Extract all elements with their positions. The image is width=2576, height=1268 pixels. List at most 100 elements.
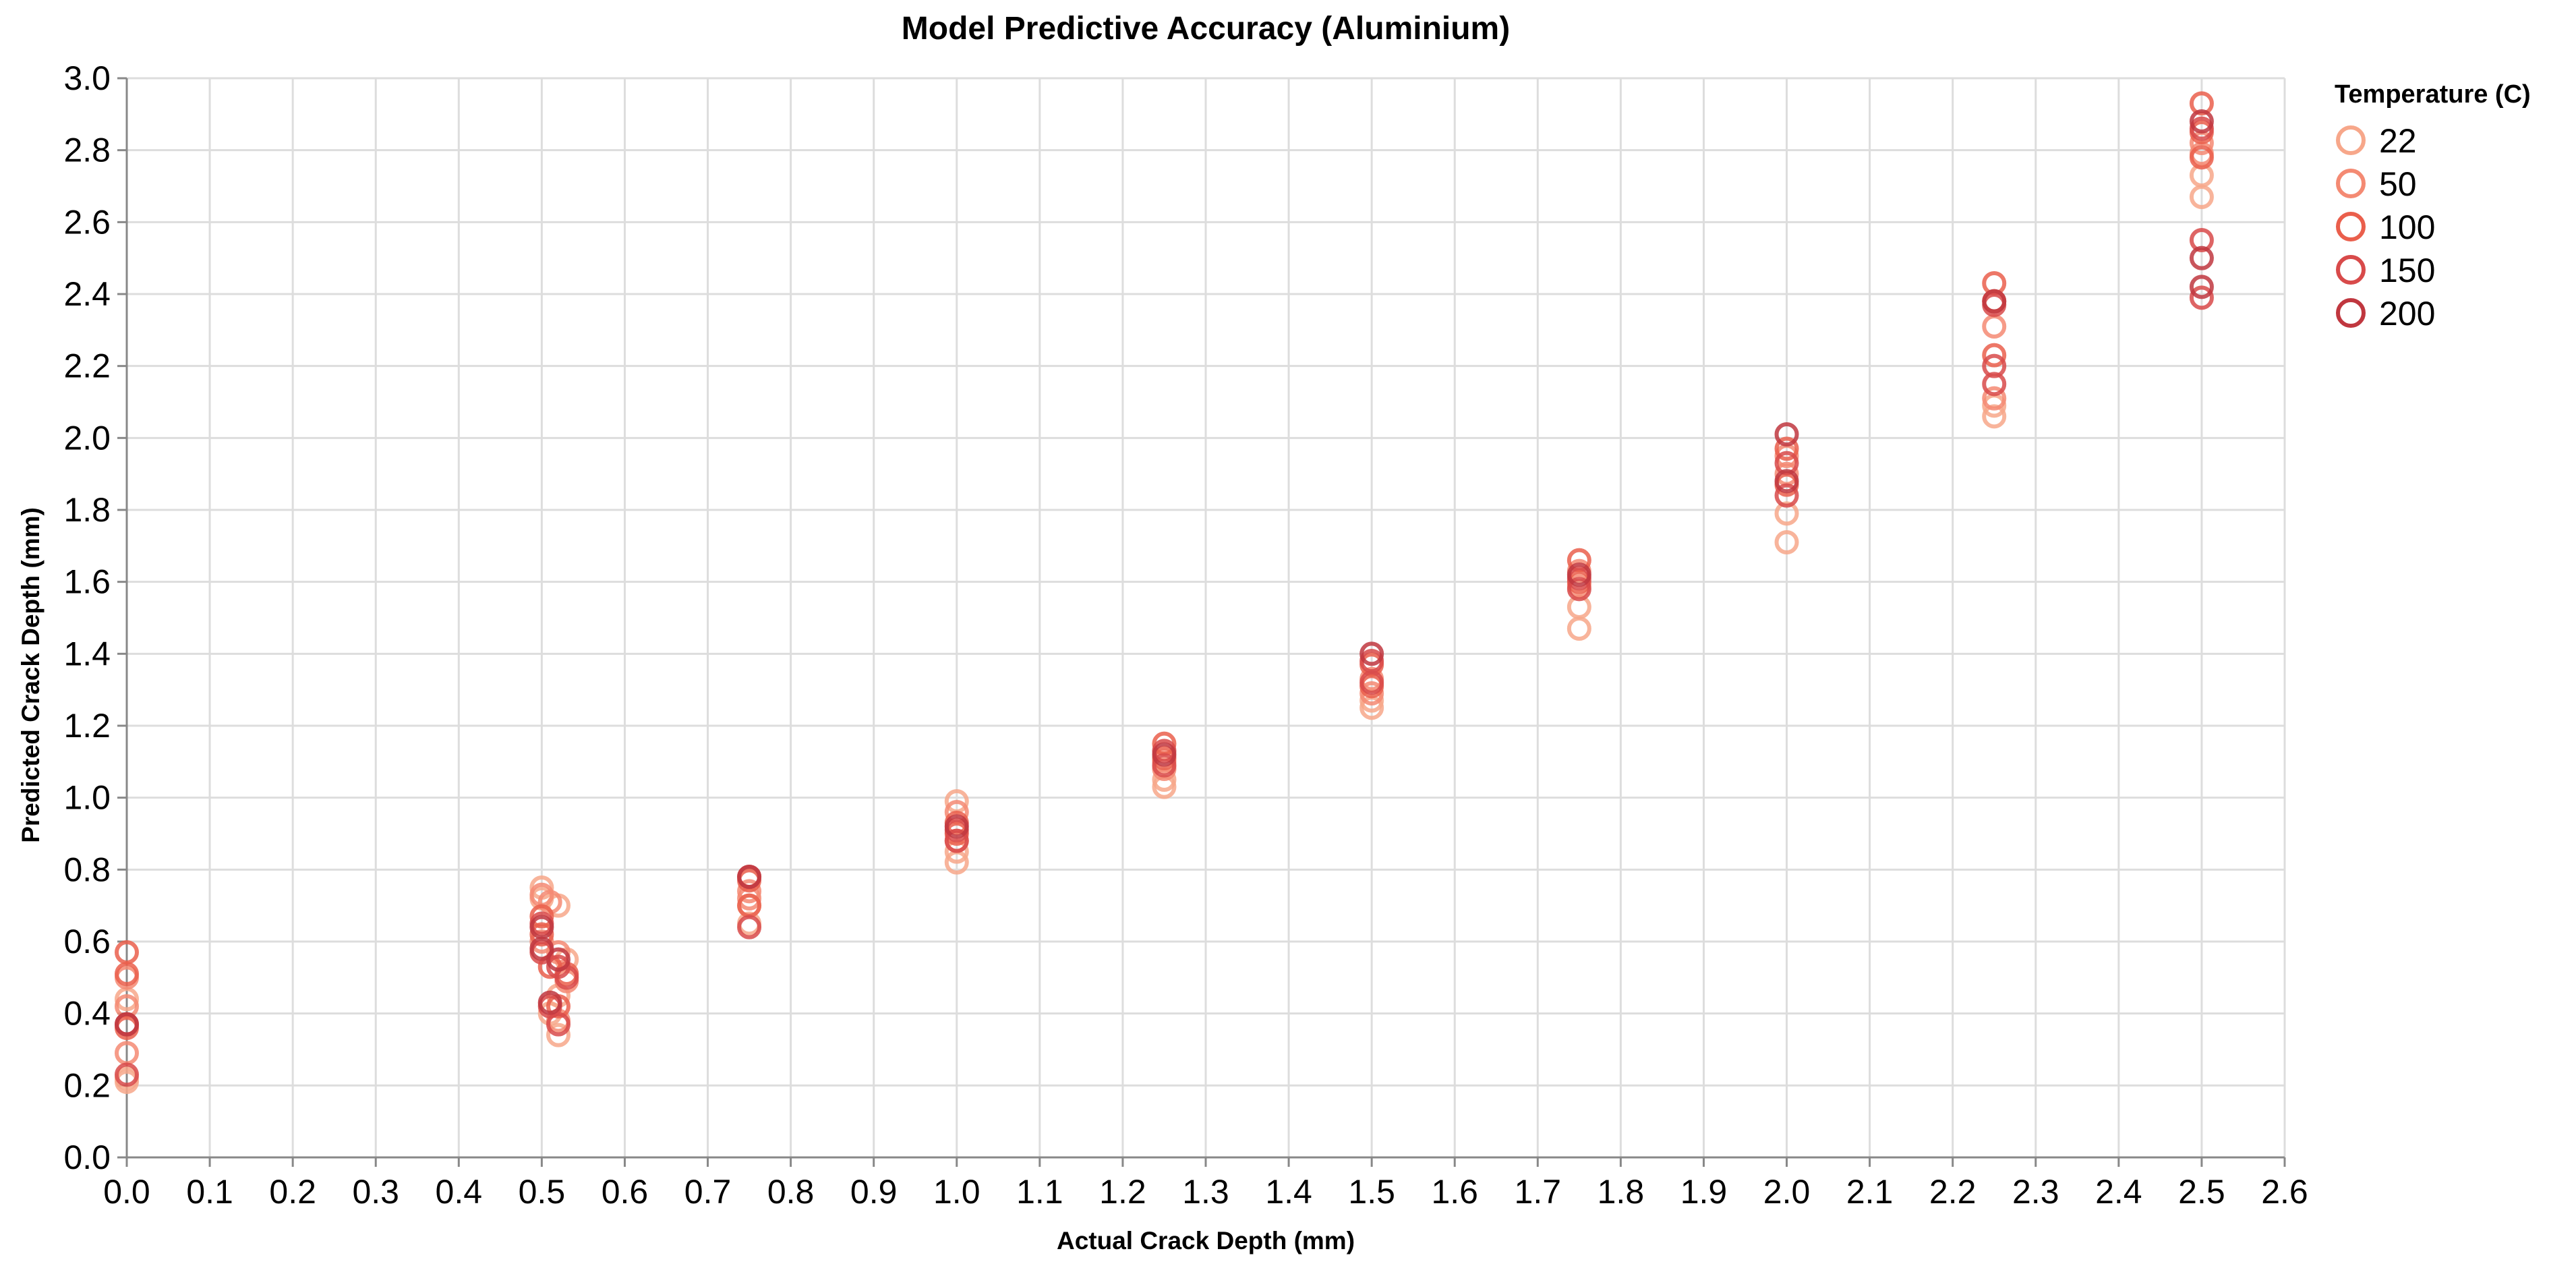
legend-symbol: [2336, 212, 2366, 241]
data-point-200: [2189, 275, 2214, 299]
legend-symbol: [2336, 298, 2366, 328]
chart-title: Model Predictive Accuracy (Aluminium): [902, 11, 1510, 47]
x-axis-title: Actual Crack Depth (mm): [1057, 1227, 1355, 1255]
legend: Temperature (C) 22 50 100 150 200: [2335, 80, 2531, 333]
data-point-200: [1152, 742, 1177, 767]
y-axis-title: Predicted Crack Depth (mm): [17, 507, 45, 843]
data-point-200: [1359, 641, 1384, 666]
legend-entries: 22 50 100 150 200: [2336, 122, 2435, 333]
x-tick-label: 2.3: [2012, 1173, 2059, 1211]
y-tick-label: 2.4: [63, 275, 111, 313]
x-tick-label: 1.8: [1598, 1173, 1645, 1211]
data-point-22: [1774, 530, 1799, 554]
data-point-200: [2189, 246, 2214, 270]
y-tick-label: 0.0: [63, 1139, 111, 1176]
data-point-150: [1982, 353, 2007, 378]
x-tick-label: 1.3: [1182, 1173, 1229, 1211]
x-tick-label: 0.8: [767, 1173, 815, 1211]
y-tick-label: 2.8: [63, 132, 111, 169]
legend-symbol: [2336, 169, 2366, 198]
data-point-22: [1774, 501, 1799, 526]
x-tick-label: 2.6: [2261, 1173, 2308, 1211]
data-point-150: [2189, 116, 2214, 141]
data-point-200: [1774, 469, 1799, 494]
data-point-150: [737, 915, 762, 940]
y-tick-label: 1.4: [63, 635, 111, 672]
data-point-200: [1567, 563, 1591, 587]
legend-symbol: [2336, 125, 2366, 155]
y-tick-label: 1.2: [63, 707, 111, 745]
legend-label: 150: [2379, 252, 2435, 289]
x-tick-label: 2.5: [2178, 1173, 2225, 1211]
data-point-150: [1152, 753, 1177, 778]
data-point-200: [737, 865, 762, 889]
x-tick-label: 0.9: [850, 1173, 898, 1211]
legend-symbol: [2336, 255, 2366, 285]
x-tick-label: 2.2: [1929, 1173, 1977, 1211]
data-point-150: [1982, 372, 2007, 397]
data-point-150: [1567, 577, 1591, 602]
data-point-22: [546, 1022, 570, 1047]
x-tick-label: 1.2: [1099, 1173, 1146, 1211]
x-tick-label: 0.2: [269, 1173, 316, 1211]
data-points: [115, 91, 2214, 1094]
axes: 0.0 0.1 0.2 0.3 0.4 0.5 0.6 0.7 0.8 0.9 1.0 1.1 1.2 1…: [63, 59, 2308, 1211]
y-tick-label: 2.2: [63, 347, 111, 385]
x-tick-label: 2.0: [1763, 1173, 1811, 1211]
y-tick-label: 0.8: [63, 851, 111, 888]
y-tick-label: 1.6: [63, 563, 111, 601]
data-point-100: [115, 940, 139, 964]
y-tick-label: 2.0: [63, 419, 111, 457]
x-tick-label: 1.9: [1680, 1173, 1728, 1211]
legend-label: 50: [2379, 165, 2417, 203]
y-tick-label: 0.2: [63, 1066, 111, 1104]
x-tick-label: 1.5: [1348, 1173, 1395, 1211]
data-point-150: [546, 954, 570, 979]
data-point-200: [944, 814, 969, 839]
y-tick-label: 1.0: [63, 779, 111, 817]
data-point-150: [546, 1012, 570, 1037]
data-point-50: [1982, 314, 2007, 339]
x-tick-label: 0.6: [602, 1173, 649, 1211]
x-tick-label: 1.6: [1431, 1173, 1478, 1211]
data-point-50: [529, 929, 554, 954]
data-point-200: [529, 915, 554, 940]
y-tick-label: 2.6: [63, 203, 111, 241]
data-point-150: [1774, 483, 1799, 508]
data-point-200: [1774, 422, 1799, 446]
y-tick-label: 3.0: [63, 59, 111, 97]
data-point-50: [1359, 681, 1384, 705]
data-point-50: [737, 879, 762, 904]
data-point-150: [2189, 285, 2214, 310]
x-tick-label: 0.0: [103, 1173, 150, 1211]
data-point-150: [944, 828, 969, 853]
data-point-200: [546, 947, 570, 972]
x-tick-label: 1.0: [933, 1173, 980, 1211]
x-tick-label: 1.7: [1515, 1173, 1562, 1211]
data-point-100: [1774, 436, 1799, 461]
data-point-50: [1982, 386, 2007, 411]
data-point-200: [2189, 109, 2214, 134]
data-point-200: [115, 1012, 139, 1037]
x-tick-label: 1.1: [1016, 1173, 1063, 1211]
data-point-200: [1982, 289, 2007, 314]
data-point-22: [1982, 404, 2007, 429]
legend-label: 100: [2379, 208, 2435, 246]
grid: [125, 77, 2286, 1159]
x-tick-label: 2.1: [1846, 1173, 1894, 1211]
data-point-100: [529, 904, 554, 929]
y-tick-label: 0.4: [63, 995, 111, 1033]
y-tick-label: 1.8: [63, 491, 111, 529]
x-tick-label: 0.5: [519, 1173, 566, 1211]
x-tick-label: 0.4: [436, 1173, 483, 1211]
data-point-150: [2189, 228, 2214, 252]
data-point-100: [529, 922, 554, 947]
data-point-22: [1567, 616, 1591, 641]
x-tick-label: 0.7: [684, 1173, 732, 1211]
data-point-100: [1567, 548, 1591, 573]
x-tick-label: 1.4: [1265, 1173, 1312, 1211]
legend-label: 200: [2379, 295, 2435, 333]
data-point-200: [537, 990, 562, 1015]
legend-label: 22: [2379, 122, 2417, 160]
